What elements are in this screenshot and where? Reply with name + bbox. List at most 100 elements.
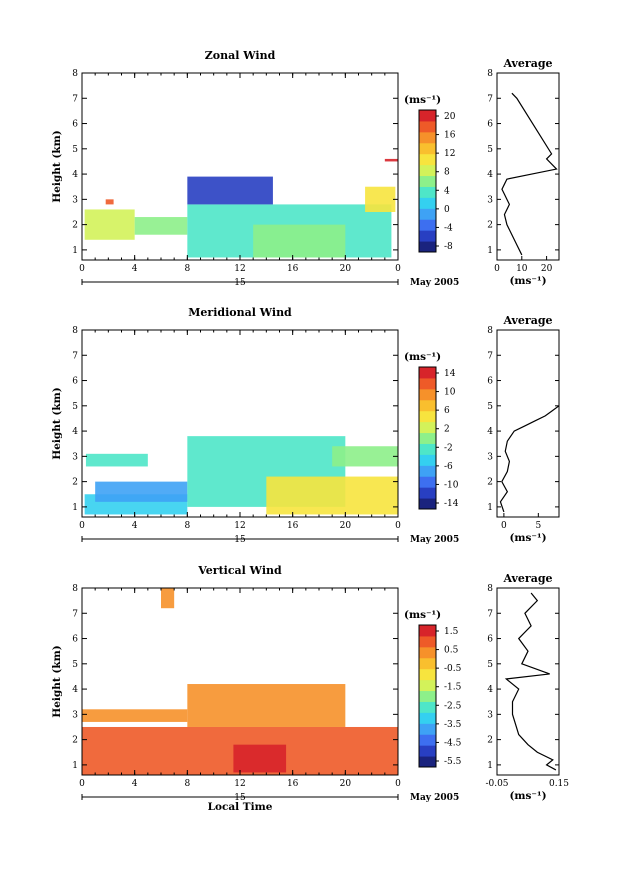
x-tick-label: 0 <box>79 264 85 274</box>
chart-title: Meridional Wind <box>188 306 292 319</box>
profile-y-tick-label: 8 <box>487 69 493 79</box>
profile-y-tick-label: 5 <box>487 402 493 412</box>
y-tick-label: 1 <box>72 761 78 771</box>
colorbar-tick-label: -0.5 <box>444 664 462 674</box>
x-tick-label: 0 <box>395 521 401 531</box>
colorbar-tick-label: 8 <box>444 168 450 178</box>
y-tick-label: 8 <box>72 69 78 79</box>
colorbar-tick-label: 14 <box>444 369 456 379</box>
profile-y-tick-label: 5 <box>487 145 493 155</box>
y-axis-label: Height (km) <box>51 130 63 202</box>
profile-y-tick-label: 6 <box>487 635 493 645</box>
heatmap-cell-5 <box>332 446 398 467</box>
colorbar-segment <box>419 399 436 412</box>
profile-title: Average <box>502 57 552 70</box>
colorbar-segment <box>419 110 436 122</box>
colorbar-tick-label: 0.5 <box>444 646 459 656</box>
y-tick-label: 2 <box>72 221 78 231</box>
profile-x-label: (ms⁻¹) <box>509 790 546 802</box>
heatmap-cell-2 <box>134 217 188 235</box>
colorbar-segment <box>419 454 436 466</box>
heatmap-cell-2 <box>85 453 148 467</box>
y-tick-label: 3 <box>72 710 78 720</box>
colorbar-tick-label: 0 <box>444 205 450 215</box>
colorbar-tick-label: 16 <box>444 131 456 141</box>
heatmap-cell-5 <box>253 224 346 258</box>
profile-y-tick-label: 7 <box>487 609 493 619</box>
colorbar-segment <box>419 120 436 133</box>
y-tick-label: 7 <box>72 609 78 619</box>
y-tick-label: 2 <box>72 478 78 488</box>
colorbar-tick-label: -2 <box>444 443 453 453</box>
profile-x-label: (ms⁻¹) <box>509 275 546 287</box>
x-tick-label: 8 <box>184 779 190 789</box>
colorbar-tick-label: -6 <box>444 462 453 472</box>
day-label: 15 <box>234 278 246 288</box>
colorbar-segment <box>419 712 436 724</box>
x-tick-label: 20 <box>340 521 352 531</box>
colorbar-frame <box>418 366 437 510</box>
y-tick-label: 7 <box>72 351 78 361</box>
x-tick-label: 4 <box>132 264 138 274</box>
x-tick-label: 0 <box>79 521 85 531</box>
y-axis-label: Height (km) <box>51 645 63 717</box>
colorbar-segment <box>419 388 436 401</box>
colorbar-tick-label: -5.5 <box>444 757 462 767</box>
profile-y-tick-label: 1 <box>487 761 493 771</box>
colorbar-segment <box>419 230 436 242</box>
colorbar-frame <box>418 624 437 768</box>
profile-y-tick-label: 2 <box>487 736 493 746</box>
colorbar-segment <box>419 690 436 702</box>
y-tick-label: 5 <box>72 145 78 155</box>
y-tick-label: 6 <box>72 120 78 130</box>
colorbar-frame <box>418 109 437 253</box>
y-tick-label: 5 <box>72 660 78 670</box>
profile-y-tick-label: 3 <box>487 452 493 462</box>
heatmap-cell-4 <box>161 588 175 609</box>
colorbar-segment <box>419 241 436 253</box>
colorbar-segment <box>419 679 436 692</box>
colorbar-segment <box>419 410 436 423</box>
colorbar-segment <box>419 142 436 155</box>
day-label: 15 <box>234 793 246 803</box>
heatmap-cell-6 <box>365 186 396 212</box>
colorbar-tick-label: -10 <box>444 480 459 490</box>
profile-y-tick-label: 3 <box>487 710 493 720</box>
profile-y-tick-label: 3 <box>487 195 493 205</box>
colorbar-segment <box>419 186 436 198</box>
colorbar-segment <box>419 367 436 379</box>
colorbar-segment <box>419 498 436 510</box>
colorbar-tick-label: 4 <box>444 186 450 196</box>
heatmap-cell-7 <box>384 158 398 162</box>
colorbar-segment <box>419 197 436 209</box>
y-tick-label: 3 <box>72 452 78 462</box>
profile-frame <box>496 587 560 776</box>
y-axis-label: Height (km) <box>51 387 63 459</box>
profile-x-tick-label: 0 <box>501 521 507 531</box>
date-label: May 2005 <box>410 535 459 545</box>
colorbar-unit: (ms⁻¹) <box>404 351 441 363</box>
colorbar-unit: (ms⁻¹) <box>404 609 441 621</box>
x-tick-label: 12 <box>234 779 245 789</box>
profile-x-tick-label: -0.05 <box>485 779 508 789</box>
y-tick-label: 8 <box>72 584 78 594</box>
profile-y-tick-label: 2 <box>487 221 493 231</box>
colorbar-segment <box>419 625 436 637</box>
profile-y-tick-label: 7 <box>487 351 493 361</box>
heatmap-cell-1 <box>82 709 188 722</box>
colorbar-tick-label: -8 <box>444 242 453 252</box>
colorbar-segment <box>419 421 436 434</box>
colorbar-segment <box>419 487 436 499</box>
profile-y-tick-label: 4 <box>487 685 493 695</box>
colorbar-segment <box>419 745 436 757</box>
colorbar-tick-label: -2.5 <box>444 701 462 711</box>
colorbar-segment <box>419 465 436 477</box>
profile-frame <box>496 72 560 261</box>
date-label: May 2005 <box>410 793 459 803</box>
x-tick-label: 8 <box>184 264 190 274</box>
y-tick-label: 7 <box>72 94 78 104</box>
heatmap-cell-1 <box>95 481 188 502</box>
colorbar-segment <box>419 175 436 187</box>
profile-x-tick-label: 5 <box>535 521 541 531</box>
